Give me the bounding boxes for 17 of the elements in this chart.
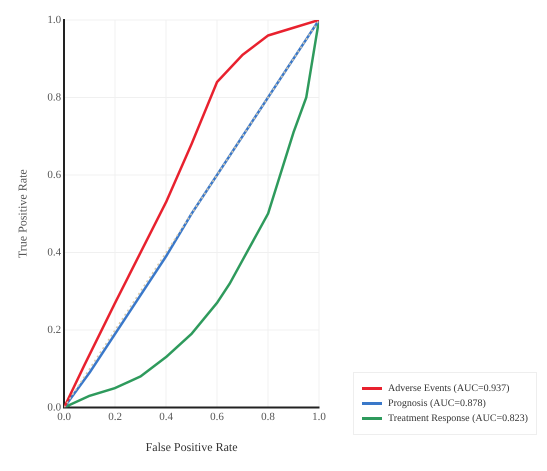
legend-label: Treatment Response (AUC=0.823) [388, 413, 528, 424]
x-tick-label: 0.4 [159, 410, 174, 423]
y-tick-label: 0.4 [47, 246, 62, 258]
y-axis-title: True Positive Rate [15, 169, 30, 258]
x-tick-label: 1.0 [312, 410, 326, 423]
y-tick-label: 0.6 [47, 168, 62, 181]
legend-label: Adverse Events (AUC=0.937) [388, 383, 510, 394]
x-axis-title: False Positive Rate [146, 440, 238, 454]
x-tick-label: 0.0 [57, 410, 72, 423]
legend-label: Prognosis (AUC=0.878) [388, 398, 486, 409]
y-tick-label: 0.2 [47, 324, 62, 336]
y-tick-label: 1.0 [47, 14, 62, 26]
y-tick-label: 0.0 [47, 401, 62, 414]
x-tick-label: 0.6 [210, 410, 224, 423]
y-tick-label: 0.8 [47, 91, 62, 104]
x-tick-label: 0.8 [261, 410, 276, 423]
x-tick-label: 0.2 [108, 410, 122, 423]
